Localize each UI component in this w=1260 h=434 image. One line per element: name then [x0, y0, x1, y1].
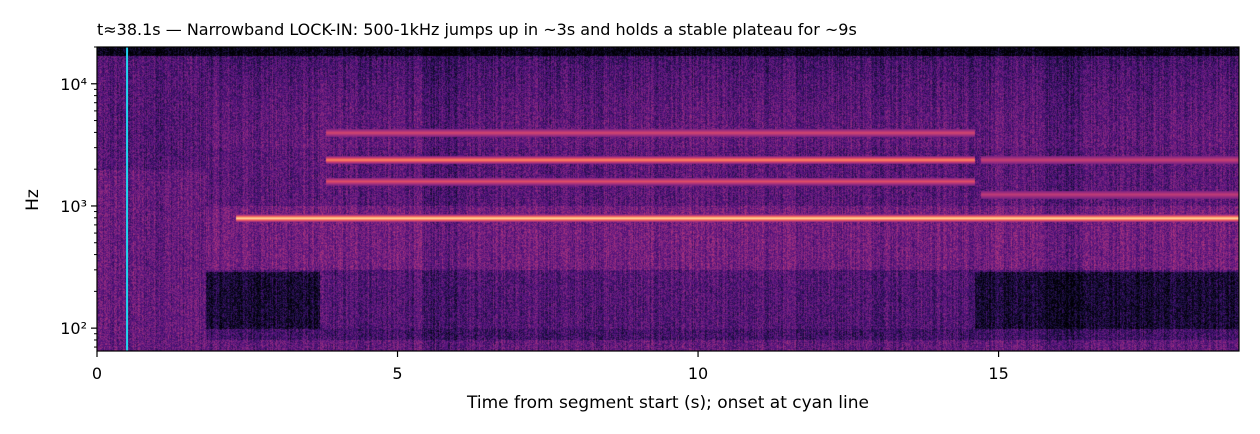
x-tick-label: 0	[92, 364, 102, 383]
plot-frame	[96, 46, 1240, 352]
spectrogram-plot	[96, 46, 1240, 352]
spectrogram-image	[97, 47, 1239, 351]
y-tick-label: 10⁴	[60, 75, 87, 94]
y-tick-label: 10³	[60, 197, 87, 216]
x-tick-label: 15	[988, 364, 1008, 383]
x-axis-label: Time from segment start (s); onset at cy…	[466, 393, 869, 413]
x-tick-label: 10	[688, 364, 708, 383]
x-tick-label: 5	[392, 364, 402, 383]
y-tick-label: 10²	[60, 319, 87, 338]
y-axis-label: Hz	[23, 189, 43, 211]
y-axis: 10² 10³ 10⁴	[60, 46, 97, 348]
x-axis: 0 5 10 15	[92, 351, 1009, 383]
chart-title: t≈38.1s — Narrowband LOCK-IN: 500-1kHz j…	[97, 20, 857, 39]
